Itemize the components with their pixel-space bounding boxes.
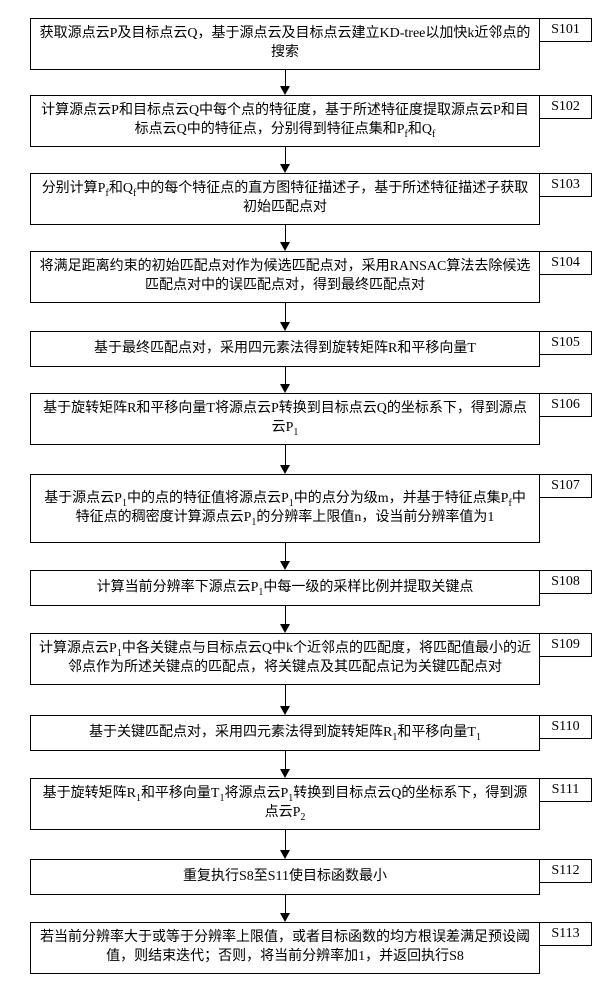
flow-step: 重复执行S8至S11使目标函数最小 xyxy=(30,859,540,895)
flow-arrow xyxy=(285,830,286,851)
flow-step-text: 分别计算Pf和Qf中的每个特征点的直方图特征描述子，基于所述特征描述子获取初始匹… xyxy=(39,180,531,218)
flow-step-id: S110 xyxy=(540,715,592,739)
flow-step-text: 计算源点云P1中各关键点与目标点云Q中k个近邻点的匹配度，将匹配值最小的近邻点作… xyxy=(39,640,531,678)
flow-step-text: 重复执行S8至S11使目标函数最小 xyxy=(183,868,387,887)
flow-arrow xyxy=(285,685,286,707)
flow-step: 分别计算Pf和Qf中的每个特征点的直方图特征描述子，基于所述特征描述子获取初始匹… xyxy=(30,173,540,225)
flow-step: 将满足距离约束的初始匹配点对作为候选匹配点对，采用RANSAC算法去除候选匹配点… xyxy=(30,251,540,303)
flow-step-id: S109 xyxy=(540,633,592,657)
flow-arrow xyxy=(285,147,286,165)
flow-step-id: S105 xyxy=(540,331,592,355)
flow-step-text: 计算当前分辨率下源点云P1中每一级的采样比例并提取关键点 xyxy=(97,579,474,598)
arrow-head-icon xyxy=(280,913,290,922)
flow-step-id: S102 xyxy=(540,95,592,119)
flow-arrow xyxy=(285,445,286,466)
flow-step: 基于旋转矩阵R1和平移向量T1将源点云P1转换到目标点云Q的坐标系下，得到源点云… xyxy=(30,778,540,830)
flow-step-id: S104 xyxy=(540,251,592,275)
arrow-head-icon xyxy=(280,850,290,859)
arrow-head-icon xyxy=(280,465,290,474)
flow-arrow xyxy=(285,543,286,562)
flow-step-text: 获取源点云P及目标点云Q，基于源点云及目标点云建立KD-tree以加快k近邻点的… xyxy=(39,25,531,63)
arrow-head-icon xyxy=(280,561,290,570)
arrow-head-icon xyxy=(280,384,290,393)
flow-step-text: 基于旋转矩阵R1和平移向量T1将源点云P1转换到目标点云Q的坐标系下，得到源点云… xyxy=(39,785,531,823)
flow-step: 计算源点云P和目标点云Q中每个点的特征度，基于所述特征度提取源点云P和目标点云Q… xyxy=(30,95,540,147)
arrow-head-icon xyxy=(280,242,290,251)
flow-step: 获取源点云P及目标点云Q，基于源点云及目标点云建立KD-tree以加快k近邻点的… xyxy=(30,18,540,70)
flow-step-id: S106 xyxy=(540,393,592,417)
arrow-head-icon xyxy=(280,164,290,173)
arrow-head-icon xyxy=(280,769,290,778)
flow-step-text: 计算源点云P和目标点云Q中每个点的特征度，基于所述特征度提取源点云P和目标点云Q… xyxy=(39,102,531,140)
flow-step-text: 基于源点云P1中的点的特征值将源点云P1中的点分为级m，并基于特征点集Pf中特征… xyxy=(39,490,531,528)
flow-arrow xyxy=(285,751,286,770)
flow-step-text: 基于旋转矩阵R和平移向量T将源点云P转换到目标点云Q的坐标系下，得到源点云P1 xyxy=(39,400,531,438)
flow-step-id: S108 xyxy=(540,570,592,594)
arrow-head-icon xyxy=(280,706,290,715)
flow-arrow xyxy=(285,70,286,87)
flow-step: 基于源点云P1中的点的特征值将源点云P1中的点分为级m，并基于特征点集Pf中特征… xyxy=(30,474,540,543)
flow-step-text: 基于最终匹配点对，采用四元素法得到旋转矩阵R和平移向量T xyxy=(94,340,476,359)
flow-arrow xyxy=(285,606,286,625)
arrow-head-icon xyxy=(280,86,290,95)
flow-step: 计算源点云P1中各关键点与目标点云Q中k个近邻点的匹配度，将匹配值最小的近邻点作… xyxy=(30,633,540,685)
flow-step-text: 若当前分辨率大于或等于分辨率上限值，或者目标函数的均方根误差满足预设阈值，则结束… xyxy=(39,929,531,967)
flow-step-id: S107 xyxy=(540,474,592,498)
flow-step-text: 基于关键匹配点对，采用四元素法得到旋转矩阵R1和平移向量T1 xyxy=(89,724,481,743)
flow-step-text: 将满足距离约束的初始匹配点对作为候选匹配点对，采用RANSAC算法去除候选匹配点… xyxy=(39,258,531,296)
flow-step-id: S112 xyxy=(540,859,592,883)
flow-arrow xyxy=(285,225,286,243)
flow-step-id: S101 xyxy=(540,18,592,42)
flow-arrow xyxy=(285,367,286,385)
arrow-head-icon xyxy=(280,624,290,633)
flow-step-id: S103 xyxy=(540,173,592,197)
flow-step: 基于关键匹配点对，采用四元素法得到旋转矩阵R1和平移向量T1 xyxy=(30,715,540,751)
flow-step: 若当前分辨率大于或等于分辨率上限值，或者目标函数的均方根误差满足预设阈值，则结束… xyxy=(30,922,540,974)
flow-step-id: S111 xyxy=(540,778,592,802)
flow-step-id: S113 xyxy=(540,922,592,946)
flow-step: 计算当前分辨率下源点云P1中每一级的采样比例并提取关键点 xyxy=(30,570,540,606)
flow-step: 基于旋转矩阵R和平移向量T将源点云P转换到目标点云Q的坐标系下，得到源点云P1 xyxy=(30,393,540,445)
flow-step: 基于最终匹配点对，采用四元素法得到旋转矩阵R和平移向量T xyxy=(30,331,540,367)
arrow-head-icon xyxy=(280,322,290,331)
flow-arrow xyxy=(285,895,286,914)
flow-arrow xyxy=(285,303,286,323)
